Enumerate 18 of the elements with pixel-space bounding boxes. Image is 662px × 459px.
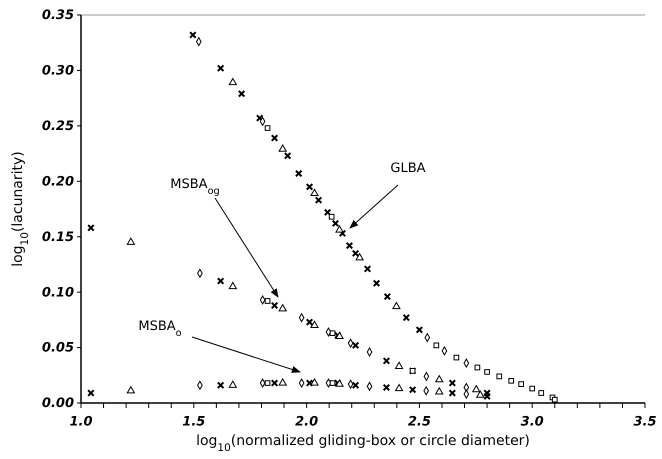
y-tick-label: 0.00 — [42, 396, 74, 412]
y-tick-label: 0.05 — [42, 340, 74, 356]
y-tick-label: 0.25 — [42, 119, 74, 134]
x-tick-label: 2.5 — [408, 414, 431, 430]
y-tick-label: 0.30 — [42, 64, 74, 79]
x-axis-title: log$_{10}$(normalized gliding-box or circle diameter) — [196, 433, 530, 454]
x-tick-label: 1.0 — [69, 414, 93, 430]
annotation: GLBA — [390, 161, 426, 176]
y-tick-label: 0.15 — [42, 230, 74, 245]
x-tick-label: 2.0 — [295, 414, 318, 430]
x-tick-label: 1.5 — [182, 414, 206, 430]
annotation: MSBA$_{o}$ — [138, 319, 182, 338]
y-tick-label: 0.35 — [42, 8, 74, 24]
annotation: MSBA$_{og}$ — [170, 177, 220, 196]
x-tick-label: 3.5 — [633, 414, 657, 430]
x-tick-label: 3.0 — [520, 414, 544, 430]
y-tick-label: 0.20 — [42, 174, 74, 190]
y-tick-label: 0.10 — [42, 285, 74, 300]
